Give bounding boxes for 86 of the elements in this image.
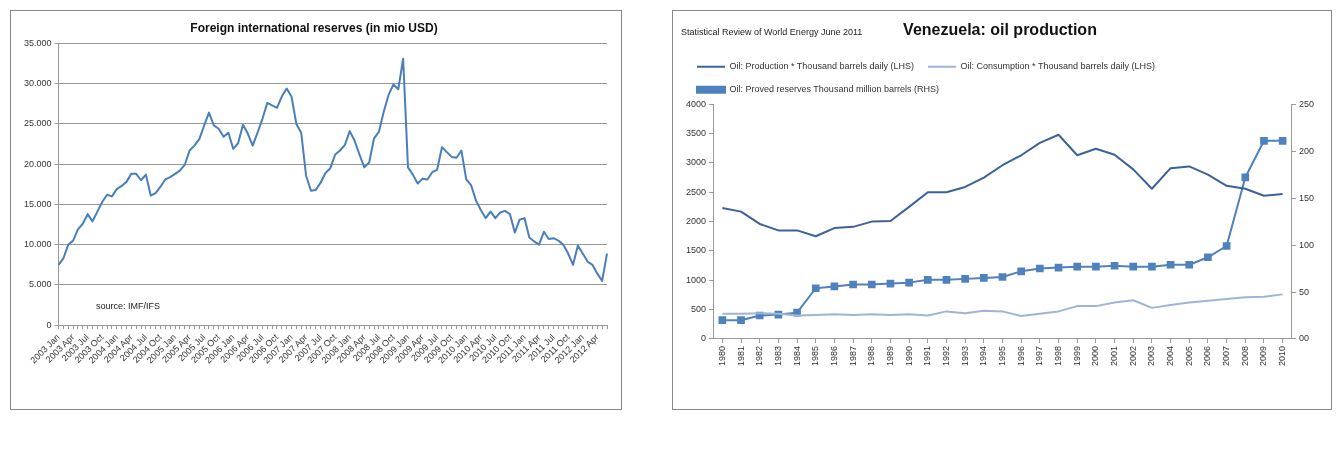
x-tick-label: 2007 — [1221, 345, 1232, 367]
legend-label: Oil: Proved reserves Thousand million barrels (RHS) — [729, 84, 939, 95]
y-tick-label: 25.000 — [24, 118, 52, 129]
x-tick-label: 1999 — [1071, 345, 1082, 367]
x-tick-label: 1982 — [754, 345, 765, 367]
x-tick-label: 1983 — [772, 345, 783, 367]
point — [905, 278, 913, 287]
x-tick-label: 1984 — [791, 345, 802, 367]
y-tick-label: 5.000 — [29, 279, 52, 290]
legend-label: Oil: Production * Thousand barrels daily (LHS) — [729, 61, 914, 72]
y-tick-label: 2000 — [685, 216, 707, 227]
chart-title: Foreign international reserves (in mio USD) — [190, 20, 438, 35]
point — [1241, 173, 1250, 182]
y2-tick-label: 50 — [1298, 286, 1309, 297]
y2-tick-label: 250 — [1298, 98, 1315, 109]
x-tick-label: 1986 — [828, 345, 839, 367]
x-tick-label: 1997 — [1034, 345, 1045, 367]
point — [1166, 260, 1175, 269]
y-tick-label: 35.000 — [24, 37, 52, 48]
point — [1110, 261, 1119, 270]
point — [1017, 267, 1026, 276]
x-tick-label: 2005 — [1183, 345, 1194, 367]
point — [867, 280, 876, 289]
point — [1204, 253, 1212, 262]
y2-tick-label: 200 — [1298, 145, 1315, 156]
annotation: source: IMF/IFS — [96, 301, 161, 311]
point — [980, 274, 988, 282]
x-tick-label: 2000 — [1090, 345, 1101, 367]
y-tick-label: 20.000 — [24, 158, 52, 169]
x-tick-label: 1992 — [940, 345, 951, 367]
x-tick-label: 2009 — [1258, 345, 1269, 367]
y2-tick-label: 150 — [1298, 192, 1315, 203]
point — [849, 280, 857, 289]
point — [942, 275, 951, 284]
x-tick-label: 1987 — [847, 345, 858, 367]
y2-tick-label: 00 — [1298, 333, 1309, 344]
y-tick-label: 4000 — [685, 98, 707, 109]
point — [1222, 242, 1231, 250]
x-tick-label: 2002 — [1127, 345, 1138, 367]
x-tick-label: 2001 — [1109, 345, 1120, 367]
text: Statistical Review of World Energy June 2011 — [681, 27, 863, 37]
point — [1073, 262, 1082, 271]
point — [1185, 260, 1194, 269]
x-tick-label: 2004 — [1165, 345, 1176, 367]
x-tick-label: 1989 — [884, 345, 895, 367]
point — [1129, 262, 1138, 271]
x-tick-label: 1991 — [922, 345, 933, 367]
y-tick-label: 1000 — [685, 274, 707, 285]
point — [718, 316, 727, 325]
y-tick-label: 30.000 — [24, 78, 52, 89]
x-tick-label: 2003 — [1146, 345, 1157, 367]
point — [811, 284, 820, 293]
x-tick-label: 1998 — [1053, 345, 1064, 367]
y-tick-label: 3000 — [685, 157, 707, 168]
chart-title: Venezuela: oil production — [903, 21, 1097, 39]
y-tick-label: 500 — [690, 304, 707, 315]
x-tick-label: 1996 — [1015, 345, 1026, 367]
x-tick-label: 1995 — [996, 345, 1007, 367]
point — [1260, 137, 1268, 145]
x-tick-label: 2010 — [1277, 345, 1288, 367]
x-tick-label: 1988 — [866, 345, 877, 367]
point — [737, 316, 745, 325]
x-tick-label: 1994 — [978, 345, 989, 367]
x-tick-label: 2008 — [1239, 345, 1250, 367]
point — [1148, 262, 1156, 271]
point — [1278, 137, 1287, 145]
point — [1036, 264, 1044, 273]
point — [961, 275, 969, 283]
point — [998, 273, 1007, 281]
y-tick-label: 15.000 — [24, 198, 52, 209]
y-tick-label: 3500 — [685, 128, 707, 139]
x-tick-label: 1985 — [810, 345, 821, 367]
x-tick-label: 1981 — [735, 345, 746, 367]
x-tick-label: 1980 — [716, 345, 727, 367]
x-tick-label: 1993 — [959, 345, 970, 367]
point — [923, 275, 932, 284]
y-tick-label: 1500 — [685, 245, 707, 256]
x-tick-label: 2006 — [1202, 345, 1213, 367]
point — [1092, 262, 1100, 271]
y-tick-label: 2500 — [685, 186, 707, 197]
y-tick-label: 10.000 — [24, 239, 52, 250]
legend-label: Oil: Consumption * Thousand barrels daily (LHS) — [960, 61, 1156, 72]
y-tick-label: 0 — [701, 333, 707, 344]
y2-tick-label: 100 — [1298, 239, 1315, 250]
x-tick-label: 1990 — [903, 345, 914, 367]
y-tick-label: 0 — [46, 319, 52, 330]
